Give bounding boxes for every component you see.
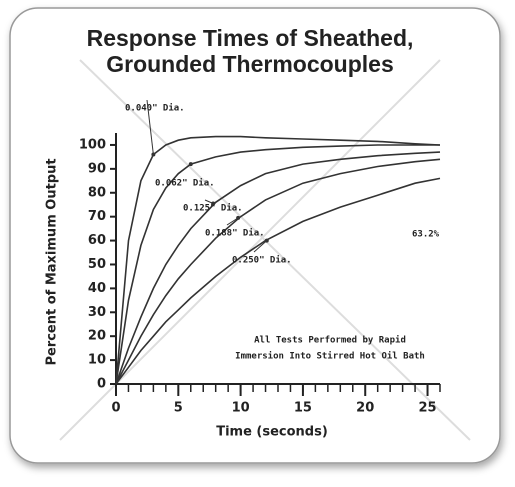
- series-line: [115, 151, 441, 385]
- series-label: 0.188" Dia.: [205, 228, 265, 239]
- y-tick-label: 80: [88, 185, 106, 200]
- y-tick-label: 0: [97, 377, 106, 392]
- chart-title: Grounded Thermocouples: [106, 51, 394, 77]
- x-tick-label: 0: [111, 401, 120, 416]
- series-label: 0.125" Dia.: [183, 203, 243, 214]
- series-label: 0.040" Dia.: [125, 103, 185, 114]
- series-label: 0.250" Dia.: [232, 255, 292, 266]
- leader-tip: [236, 215, 241, 220]
- series-label: 0.062" Dia.: [155, 178, 215, 189]
- y-axis-label: Percent of Maximum Output: [45, 158, 60, 365]
- label-leader: [176, 163, 192, 176]
- series-line: [115, 135, 441, 385]
- leader-tip: [151, 152, 156, 157]
- x-tick-label: 10: [232, 401, 250, 416]
- watermark-line: [79, 59, 471, 441]
- annotation: Immersion Into Stirred Hot Oil Bath: [235, 351, 425, 362]
- x-tick-label: 20: [356, 401, 374, 416]
- y-tick-label: 60: [88, 233, 106, 248]
- watermark-line: [59, 59, 441, 441]
- y-tick-label: 70: [88, 209, 106, 224]
- y-tick-label: 100: [79, 137, 106, 152]
- y-tick-label: 50: [88, 257, 106, 272]
- y-tick-label: 40: [88, 281, 106, 296]
- series-line: [115, 144, 440, 385]
- x-axis-label: Time (seconds): [216, 425, 328, 440]
- y-tick-label: 10: [88, 353, 106, 368]
- annotation: 63.2%: [412, 230, 440, 240]
- annotation: All Tests Performed by Rapid: [254, 335, 406, 346]
- y-tick-label: 90: [88, 161, 106, 176]
- x-tick-label: 15: [294, 401, 312, 416]
- label-leader: [253, 240, 268, 253]
- chart-title: Response Times of Sheathed,: [87, 25, 414, 51]
- series-line: [115, 177, 441, 385]
- x-tick-label: 5: [174, 401, 183, 416]
- leader-tip: [264, 238, 269, 243]
- series-line: [115, 158, 441, 385]
- leader-tip: [188, 162, 193, 167]
- label-leader: [226, 217, 239, 226]
- leader-tip: [211, 201, 216, 206]
- y-tick-label: 20: [88, 329, 106, 344]
- label-leader: [146, 99, 154, 155]
- y-tick-label: 30: [88, 305, 106, 320]
- x-tick-label: 25: [418, 401, 436, 416]
